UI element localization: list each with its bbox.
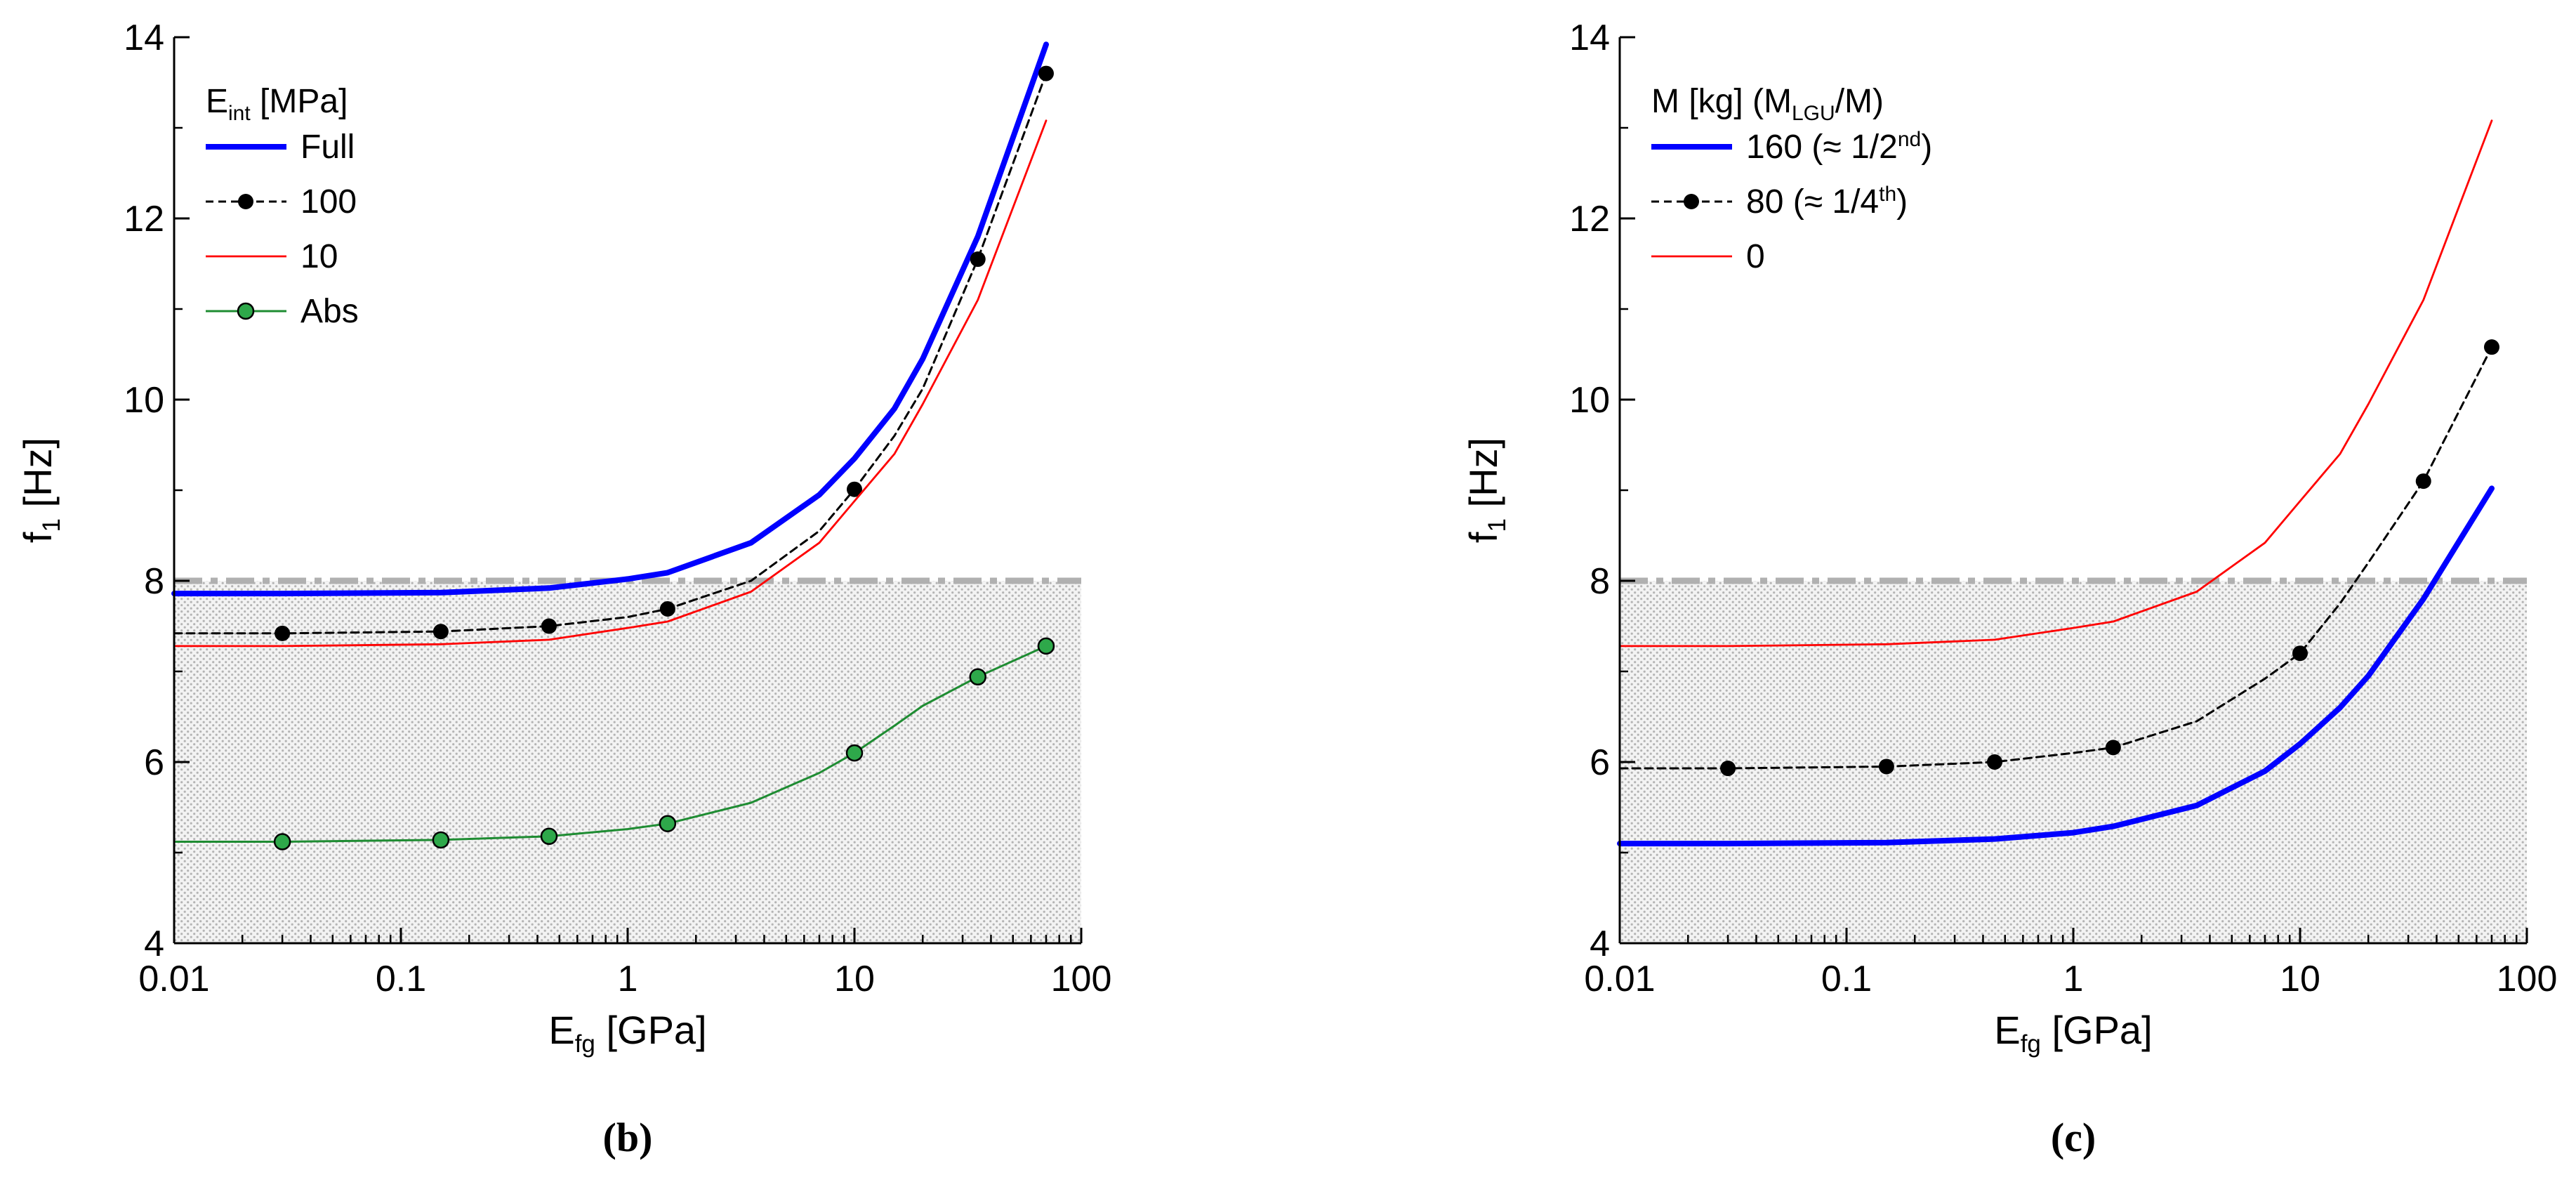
legend-label-full: Full	[300, 129, 355, 166]
legend-label-100: 100	[300, 183, 357, 221]
x-tick-label: 1	[618, 959, 638, 999]
y-tick-label: 12	[124, 199, 164, 239]
chart-panel-b: 4 6 8 10 12 14 0.01 0.1 1 10 100 Efg [GPa] f1 [Hz] (b…	[15, 18, 1111, 1160]
legend-label-abs: Abs	[300, 293, 359, 330]
y-tick-label: 8	[144, 561, 164, 602]
x-tick-label: 0.1	[1821, 959, 1872, 999]
data-point-100	[847, 481, 862, 497]
data-point-abs	[273, 833, 291, 851]
data-point-abs	[432, 831, 450, 849]
x-tick-label: 1	[2063, 959, 2084, 999]
x-tick-label: 10	[834, 959, 875, 999]
data-point-abs	[969, 668, 986, 685]
y-tick-label: 8	[1590, 561, 1610, 602]
legend-marker-80	[1684, 194, 1699, 209]
y-tick-label: 14	[1569, 18, 1610, 58]
x-tick-label: 0.1	[376, 959, 426, 999]
panel-caption: (b)	[603, 1115, 653, 1160]
data-point-100	[275, 625, 291, 641]
y-tick-label: 12	[1569, 199, 1610, 239]
x-tick-label: 0.01	[138, 959, 209, 999]
data-point-100	[1038, 65, 1054, 81]
y-tick-label: 4	[1590, 924, 1610, 964]
data-point-100	[659, 600, 675, 617]
data-point-80	[1878, 759, 1894, 775]
data-point-80	[2105, 740, 2121, 756]
data-point-80	[2415, 473, 2431, 490]
y-tick-label: 6	[1590, 742, 1610, 783]
x-tick-label: 100	[1051, 959, 1112, 999]
legend-marker-100	[238, 194, 253, 209]
data-point-100	[541, 618, 557, 634]
x-tick-label: 0.01	[1584, 959, 1655, 999]
y-axis-label: f1 [Hz]	[15, 438, 65, 543]
y-tick-label: 4	[144, 924, 164, 964]
data-point-abs	[1037, 637, 1055, 655]
shaded-region	[174, 581, 1081, 943]
data-point-80	[2292, 645, 2308, 662]
data-point-abs	[540, 827, 558, 846]
data-point-80	[1986, 754, 2002, 770]
series-line-0	[1618, 119, 2493, 648]
legend-label-10: 10	[300, 238, 338, 275]
series-line-160	[1617, 485, 2495, 847]
x-axis-label: Efg [GPa]	[548, 1008, 706, 1058]
y-tick-label: 10	[124, 380, 164, 421]
data-point-abs	[659, 815, 677, 832]
x-tick-label: 100	[2497, 959, 2558, 999]
y-tick-label: 10	[1569, 380, 1610, 421]
data-point-80	[2483, 339, 2499, 355]
y-tick-label: 6	[144, 742, 164, 783]
legend-title: Eint [MPa]	[206, 83, 348, 125]
x-axis-label: Efg [GPa]	[1994, 1008, 2152, 1058]
data-point-100	[970, 251, 986, 268]
legend-label-80: 80 (≈ 1/4th)	[1746, 183, 1908, 221]
x-tick-label: 10	[2280, 959, 2320, 999]
legend: M [kg] (MLGU/M)160 (≈ 1/2nd) 80 (≈ 1/4th)…	[1651, 83, 1932, 275]
data-point-abs	[845, 744, 864, 762]
legend-label-160: 160 (≈ 1/2nd)	[1746, 128, 1932, 166]
legend-label-0: 0	[1746, 238, 1765, 275]
series-line-10	[173, 119, 1048, 648]
legend-marker-abs	[237, 302, 255, 320]
y-axis-label: f1 [Hz]	[1461, 438, 1511, 543]
panel-caption: (c)	[2051, 1115, 2096, 1160]
y-tick-label: 14	[124, 18, 164, 58]
chart-panel-c: 4 6 8 10 12 14 0.01 0.1 1 10 100 Efg [GPa] f1 [Hz] (c…	[1461, 18, 2557, 1160]
legend: Eint [MPa] Full 100 10 Abs	[206, 83, 359, 330]
shaded-region	[1620, 581, 2527, 943]
data-point-100	[432, 624, 449, 640]
data-point-80	[1720, 761, 1736, 777]
series-line-full	[171, 41, 1049, 597]
legend-title: M [kg] (MLGU/M)	[1651, 83, 1884, 125]
